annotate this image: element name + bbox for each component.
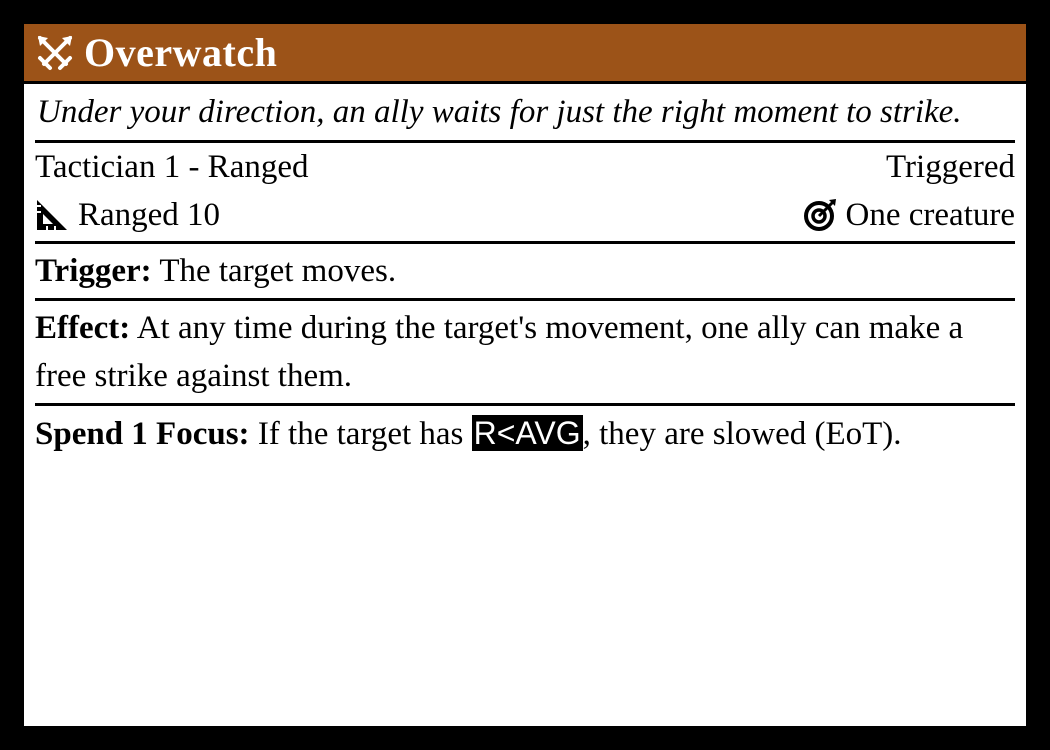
meta-row-2: Ranged 10 One creature — [35, 191, 1015, 239]
spend-text-before: If the target has — [257, 416, 464, 452]
action-type: Triggered — [886, 149, 1015, 185]
target-icon — [803, 198, 837, 232]
reason-characteristic-badge: R<AVG — [471, 415, 583, 451]
trigger-section: Trigger: The target moves. — [35, 244, 1015, 301]
ability-source: Tactician 1 - Ranged — [35, 149, 309, 185]
distance: Ranged 10 — [35, 191, 220, 239]
target-label: One creature — [845, 197, 1015, 233]
flavor-text: Under your direction, an ally waits for … — [35, 84, 1015, 143]
card-header: Overwatch — [24, 24, 1026, 84]
ability-card: Overwatch Under your direction, an ally … — [20, 20, 1030, 730]
card-title: Overwatch — [84, 30, 278, 75]
meta-row-1: Tactician 1 - Ranged Triggered — [35, 143, 1015, 191]
effect-section: Effect: At any time during the target's … — [35, 301, 1015, 406]
trigger-text: The target moves. — [159, 253, 397, 289]
spend-text-after: , they are slowed (EoT). — [582, 416, 902, 452]
target: One creature — [803, 191, 1015, 239]
effect-text: At any time during the target's movement… — [35, 310, 964, 394]
spend-section: Spend 1 Focus: If the target has R<AVG, … — [35, 406, 1015, 461]
ability-meta: Tactician 1 - Ranged Triggered — [35, 143, 1015, 244]
ruler-triangle-icon — [35, 198, 69, 232]
trigger-label: Trigger: — [35, 253, 152, 289]
distance-label: Ranged 10 — [78, 197, 221, 233]
spend-label: Spend 1 Focus: — [35, 416, 250, 452]
crossed-swords-icon — [34, 32, 76, 74]
card-content: Under your direction, an ally waits for … — [24, 84, 1026, 461]
effect-label: Effect: — [35, 310, 131, 346]
